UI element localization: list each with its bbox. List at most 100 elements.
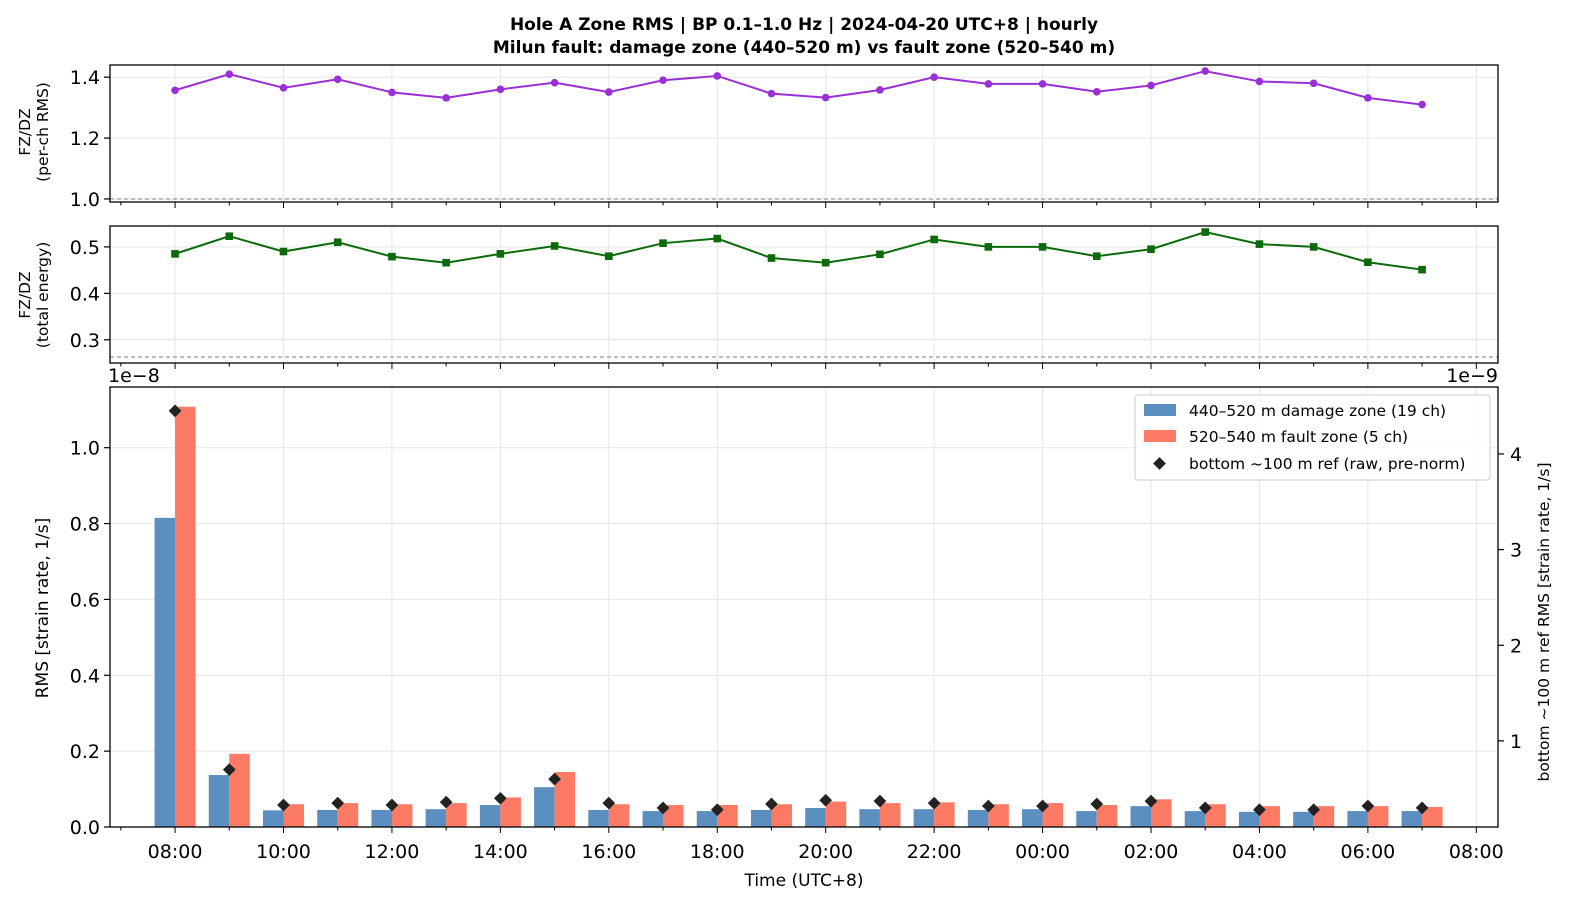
rms-ratio-point bbox=[333, 75, 342, 84]
time-xtick-label: 04:00 bbox=[1232, 841, 1287, 863]
fault-zone-bar bbox=[554, 772, 576, 827]
fault-zone-bar bbox=[1205, 804, 1226, 827]
rms-ratio-point bbox=[225, 70, 234, 78]
energy-ratio-point bbox=[984, 243, 993, 251]
damage-zone-bar bbox=[642, 811, 664, 827]
energy-ratio-point bbox=[388, 252, 396, 261]
damage-zone-bar bbox=[1130, 806, 1151, 827]
rms-ytick-label: 0.2 bbox=[70, 741, 100, 763]
damage-zone-bar bbox=[859, 809, 880, 827]
time-xtick-label: 08:00 bbox=[148, 841, 203, 863]
energy-ratio-point bbox=[659, 239, 667, 247]
rms-ratio-point bbox=[279, 84, 288, 92]
rms-ratio-ytick-label: 1.0 bbox=[70, 189, 100, 211]
energy-ratio-point bbox=[1092, 252, 1101, 260]
damage-zone-bar bbox=[1238, 811, 1260, 827]
fault-zone-bar bbox=[771, 804, 792, 827]
energy-ratio-point bbox=[876, 250, 884, 259]
time-xtick-label: 08:00 bbox=[1449, 841, 1504, 863]
fault-zone-bar bbox=[229, 753, 250, 827]
rms-ratio-point bbox=[171, 86, 179, 95]
left-offset-text: 1e−8 bbox=[108, 365, 160, 387]
rms-ytick-label: 0.4 bbox=[70, 665, 100, 687]
time-xtick-label: 22:00 bbox=[907, 841, 962, 863]
rms-ratio-panel: FZ/DZ (per-ch RMS) 1.0 1.2 1.4 bbox=[16, 64, 1499, 211]
time-xtick-label: 12:00 bbox=[365, 841, 420, 863]
rms-ytick-label: 0.0 bbox=[70, 817, 100, 839]
energy-ratio-point bbox=[442, 258, 450, 267]
damage-zone-bar bbox=[913, 809, 935, 827]
fault-zone-bar bbox=[500, 797, 521, 827]
energy-ratio-ylabel-line1: FZ/DZ bbox=[16, 271, 34, 318]
rms-ratio-point bbox=[659, 76, 667, 85]
damage-zone-bar bbox=[588, 809, 609, 827]
damage-zone-bar bbox=[967, 809, 989, 827]
energy-ratio-point bbox=[605, 252, 613, 260]
damage-zone-bar bbox=[750, 809, 772, 827]
energy-ratio-point bbox=[767, 254, 776, 262]
ref-y2label: bottom ~100 m ref RMS [strain rate, 1/s] bbox=[1535, 462, 1553, 781]
energy-ratio-point bbox=[1364, 258, 1372, 267]
fault-zone-bar bbox=[337, 803, 359, 827]
fault-zone-bar bbox=[608, 804, 630, 827]
energy-ratio-panel: FZ/DZ (total energy) 0.3 0.4 0.5 bbox=[16, 225, 1499, 369]
time-xtick-label: 14:00 bbox=[473, 841, 528, 863]
rms-ratio-point bbox=[767, 89, 776, 98]
rms-ytick-label: 1.0 bbox=[70, 438, 100, 460]
fault-zone-bar bbox=[446, 803, 467, 827]
damage-zone-bar bbox=[1293, 811, 1314, 827]
rms-ratio-point bbox=[496, 85, 505, 94]
damage-zone-bar bbox=[1184, 811, 1206, 827]
rms-ylabel: RMS [strain rate, 1/s] bbox=[33, 518, 53, 699]
energy-ratio-point bbox=[930, 235, 938, 244]
energy-ratio-ytick-label: 0.3 bbox=[70, 330, 100, 352]
fault-zone-bar bbox=[175, 406, 196, 827]
rms-ratio-point bbox=[821, 93, 830, 102]
rms-ratio-point bbox=[1364, 94, 1372, 102]
ref-ytick-label: 1 bbox=[1510, 731, 1522, 753]
damage-zone-bar bbox=[805, 808, 826, 827]
energy-ratio-point bbox=[333, 238, 342, 247]
rms-ratio-point bbox=[442, 94, 450, 102]
rms-ytick-label: 0.8 bbox=[70, 514, 100, 536]
rms-ratio-point bbox=[605, 88, 613, 96]
damage-zone-bar bbox=[263, 810, 284, 827]
legend: 440–520 m damage zone (19 ch) 520–540 m … bbox=[1134, 394, 1491, 481]
rms-ratio-point bbox=[1092, 87, 1101, 96]
energy-ratio-point bbox=[279, 247, 288, 256]
energy-ratio-point bbox=[550, 242, 559, 250]
damage-zone-bar bbox=[317, 809, 338, 827]
energy-ratio-ytick-label: 0.4 bbox=[70, 283, 100, 305]
fault-zone-bar bbox=[988, 804, 1009, 827]
energy-ratio-point bbox=[1255, 240, 1264, 248]
ref-ytick-label: 3 bbox=[1510, 540, 1522, 562]
rms-ratio-ytick-label: 1.4 bbox=[70, 67, 100, 89]
damage-zone-bar bbox=[1076, 811, 1097, 827]
energy-ratio-ytick-label: 0.5 bbox=[70, 237, 100, 259]
fault-zone-bar bbox=[283, 804, 304, 827]
energy-ratio-point bbox=[225, 232, 234, 241]
rms-ratio-point bbox=[1147, 81, 1155, 90]
energy-ratio-point bbox=[821, 258, 830, 267]
rms-frame bbox=[109, 386, 1499, 828]
legend-frame bbox=[1134, 394, 1491, 481]
rms-ratio-ylabel-line1: FZ/DZ bbox=[16, 108, 34, 155]
time-xtick-label: 16:00 bbox=[581, 841, 636, 863]
time-xtick-label: 10:00 bbox=[256, 841, 311, 863]
time-xtick-label: 00:00 bbox=[1015, 841, 1070, 863]
energy-ratio-point bbox=[1201, 228, 1210, 236]
energy-ratio-point bbox=[1418, 265, 1426, 274]
energy-ratio-point bbox=[171, 250, 179, 258]
damage-zone-bar bbox=[371, 809, 392, 827]
damage-zone-bar bbox=[425, 809, 447, 827]
legend-swatch-fault bbox=[1144, 430, 1176, 442]
rms-ratio-point bbox=[1309, 79, 1318, 88]
rms-ratio-point bbox=[1418, 100, 1426, 109]
damage-zone-bar bbox=[1022, 809, 1043, 827]
fault-zone-bar bbox=[825, 801, 847, 827]
time-xtick-label: 20:00 bbox=[798, 841, 853, 863]
rms-ratio-point bbox=[1038, 80, 1047, 88]
rms-ratio-ytick-label: 1.2 bbox=[70, 128, 100, 150]
damage-zone-bar bbox=[534, 787, 555, 827]
